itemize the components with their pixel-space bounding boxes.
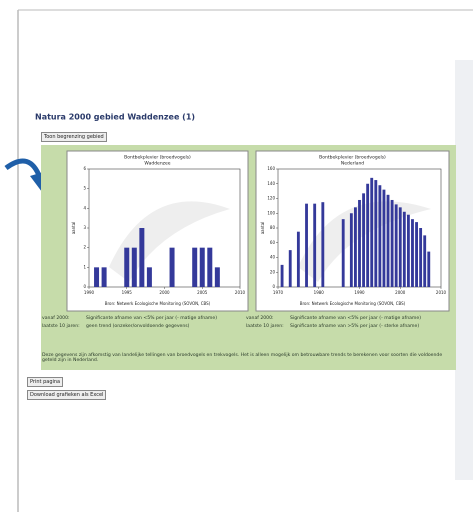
bar xyxy=(398,207,402,287)
chart-source: Bron: Netwerk Ecologische Monitoring (SO… xyxy=(300,301,406,306)
chart-subtitle: Waddenzee xyxy=(144,161,170,167)
y-tick-label: 4 xyxy=(83,205,86,210)
bar xyxy=(366,183,370,287)
x-tick-label: 2000 xyxy=(159,290,170,295)
bar xyxy=(386,194,390,287)
bar xyxy=(358,199,361,287)
table-cell: Significante afname van >5% per jaar (- … xyxy=(290,324,420,329)
y-axis-label: aantal xyxy=(71,222,76,235)
bar xyxy=(341,219,345,287)
watermark xyxy=(298,201,431,282)
bar xyxy=(349,213,353,287)
charts: Bontbekplevier (broedvogels)Waddenzee012… xyxy=(66,150,450,312)
y-tick-label: 0 xyxy=(272,284,275,289)
bar xyxy=(378,185,382,287)
bar xyxy=(374,180,378,287)
bar xyxy=(101,267,107,287)
y-tick-label: 5 xyxy=(83,186,86,191)
table-row: laatste 10 jaren: geen trend (onzeker/onv… xyxy=(42,324,454,329)
bar xyxy=(382,189,386,287)
x-tick-label: 2010 xyxy=(436,290,447,295)
y-tick-label: 0 xyxy=(83,284,86,289)
x-tick-label: 1995 xyxy=(122,290,133,295)
y-tick-label: 1 xyxy=(83,264,86,269)
table-cell: laatste 10 jaren: xyxy=(42,324,80,329)
table-cell: geen trend (onzeker/onvoldoende gegevens… xyxy=(86,324,190,329)
bar xyxy=(169,247,175,287)
bar xyxy=(353,207,357,287)
bar xyxy=(390,199,394,287)
chart-subtitle: Nederland xyxy=(341,161,364,167)
x-tick-label: 2005 xyxy=(197,290,208,295)
bar xyxy=(146,267,152,287)
bar xyxy=(288,250,292,287)
y-axis-label: aantal xyxy=(260,222,265,235)
bar xyxy=(419,228,423,287)
chart-title: Bontbekplevier (broedvogels) xyxy=(319,155,386,161)
x-tick-label: 1990 xyxy=(84,290,95,295)
page-title: Natura 2000 gebied Waddenzee (1) xyxy=(35,113,195,122)
bar xyxy=(402,211,406,287)
bar xyxy=(94,267,100,287)
bar xyxy=(192,247,198,287)
y-tick-label: 160 xyxy=(267,166,275,171)
y-tick-label: 140 xyxy=(267,181,275,186)
x-tick-label: 1980 xyxy=(314,290,325,295)
table-cell: vanaf 2000: xyxy=(42,316,70,321)
watermark xyxy=(109,201,230,282)
x-tick-label: 1990 xyxy=(354,290,365,295)
shadow xyxy=(455,60,473,480)
bar xyxy=(406,214,410,287)
summary-table: vanaf 2000: Significante afname van <5% p… xyxy=(42,316,454,332)
table-cell: laatste 10 jaren: xyxy=(246,324,284,329)
y-tick-label: 2 xyxy=(83,245,86,250)
y-tick-label: 80 xyxy=(270,225,276,230)
button[interactable]: Toon begrenzing gebied xyxy=(41,132,107,142)
bar xyxy=(305,203,308,287)
y-tick-label: 40 xyxy=(270,255,276,260)
bar xyxy=(411,219,414,287)
y-tick-label: 20 xyxy=(270,269,276,274)
table-cell: Significante afname van <5% per jaar (- … xyxy=(86,316,218,321)
table-row: vanaf 2000: Significante afname van <5% p… xyxy=(42,316,454,321)
y-tick-label: 6 xyxy=(83,166,86,171)
y-tick-label: 60 xyxy=(270,240,276,245)
bar xyxy=(370,177,374,287)
chart-title: Bontbekplevier (broedvogels) xyxy=(124,155,191,161)
bar xyxy=(214,267,220,287)
bar xyxy=(124,247,130,287)
bar xyxy=(199,247,205,287)
bar xyxy=(362,193,366,287)
bar xyxy=(394,204,398,287)
bar xyxy=(415,222,418,287)
table-cell: vanaf 2000: xyxy=(246,316,274,321)
bar xyxy=(427,251,431,287)
bar xyxy=(296,231,300,287)
note: Deze gegevens zijn afkomstig van landeli… xyxy=(42,353,443,363)
bar xyxy=(139,228,145,287)
x-tick-label: 1970 xyxy=(273,290,284,295)
bar xyxy=(313,203,317,287)
bar xyxy=(321,202,325,287)
bar xyxy=(280,264,284,287)
x-tick-label: 2010 xyxy=(235,290,246,295)
y-tick-label: 120 xyxy=(267,196,275,201)
x-tick-label: 2000 xyxy=(395,290,406,295)
y-tick-label: 100 xyxy=(267,210,275,215)
button[interactable]: Download grafieken als Excel xyxy=(27,390,107,400)
y-tick-label: 3 xyxy=(83,225,86,230)
table-cell: Significante afname van <5% per jaar (- … xyxy=(290,316,422,321)
chart-source: Bron: Netwerk Ecologische Monitoring (SO… xyxy=(105,301,211,306)
button[interactable]: Print pagina xyxy=(27,377,64,387)
bar xyxy=(423,235,427,287)
bar xyxy=(131,247,137,287)
bar xyxy=(207,247,213,287)
